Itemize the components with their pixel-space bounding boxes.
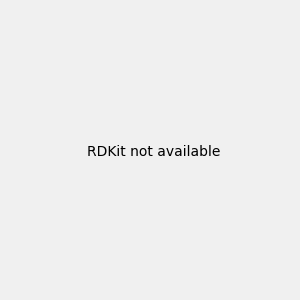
Text: RDKit not available: RDKit not available	[87, 145, 220, 158]
